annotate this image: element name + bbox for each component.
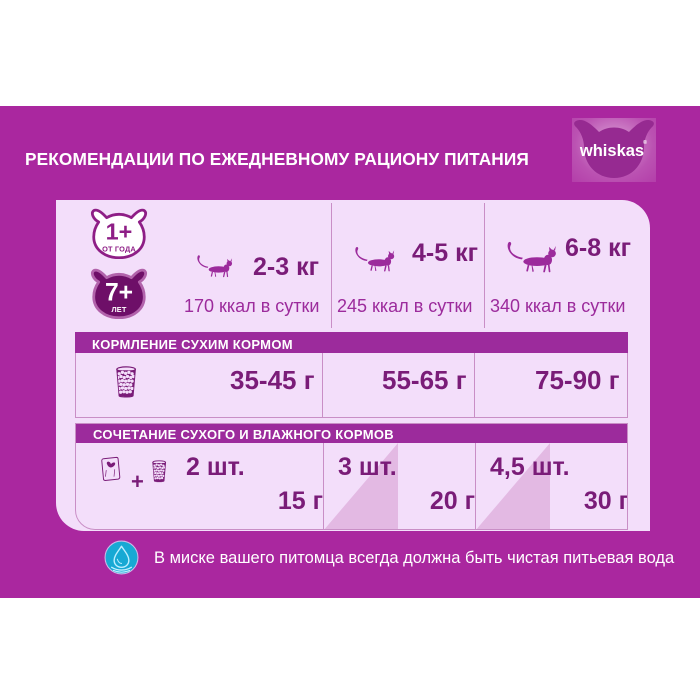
svg-text:whiskas: whiskas	[579, 142, 644, 160]
svg-text:ЛЕТ: ЛЕТ	[111, 305, 126, 314]
svg-text:7+: 7+	[105, 280, 133, 307]
svg-text:®: ®	[643, 139, 647, 146]
svg-text:ОТ ГОДА: ОТ ГОДА	[102, 245, 136, 254]
svg-text:1+: 1+	[106, 218, 133, 244]
